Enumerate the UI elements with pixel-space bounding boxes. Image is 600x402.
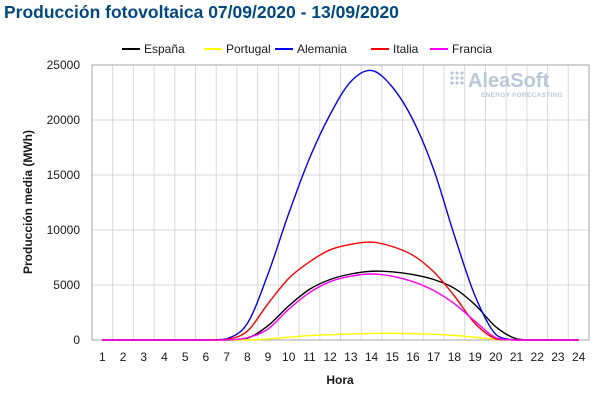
y-tick-label: 25000 — [47, 58, 81, 72]
x-tick-label: 19 — [468, 350, 482, 364]
chart-grid — [92, 64, 589, 340]
x-tick-label: 3 — [140, 350, 147, 364]
x-tick-label: 15 — [386, 350, 400, 364]
x-tick-label: 14 — [365, 350, 379, 364]
x-tick-label: 11 — [303, 350, 316, 364]
x-tick-label: 5 — [182, 350, 189, 364]
x-tick-label: 6 — [203, 350, 210, 364]
x-tick-label: 10 — [282, 350, 296, 364]
legend: España Portugal Alemania Italia Francia — [122, 42, 492, 56]
x-tick-label: 24 — [572, 350, 586, 364]
x-tick-label: 1 — [99, 350, 106, 364]
x-tick-label: 9 — [265, 350, 272, 364]
legend-label-portugal: Portugal — [226, 42, 271, 56]
aleasoft-logo: AleaSoft ENERGY FORECASTING — [450, 70, 563, 99]
x-tick-label: 21 — [510, 350, 524, 364]
x-tick-label: 17 — [427, 350, 441, 364]
y-tick-label: 5000 — [53, 278, 80, 292]
legend-label-francia: Francia — [452, 42, 492, 56]
x-tick-label: 13 — [344, 350, 358, 364]
chart-title: Producción fotovoltaica 07/09/2020 - 13/… — [4, 2, 399, 22]
y-axis-title: Producción media (MWh) — [21, 130, 35, 274]
x-tick-label: 7 — [223, 350, 230, 364]
legend-label-italia: Italia — [393, 42, 419, 56]
x-tick-label: 18 — [448, 350, 462, 364]
y-tick-label: 20000 — [47, 113, 81, 127]
x-axis-ticks: 1 2 3 4 5 6 7 8 9 10 11 12 13 14 15 16 17 18 19 20 21 22 23 24 — [99, 350, 586, 364]
x-axis-title: Hora — [326, 373, 354, 387]
legend-label-alemania: Alemania — [297, 42, 347, 56]
x-tick-label: 4 — [161, 350, 168, 364]
y-tick-label: 15000 — [47, 168, 81, 182]
x-tick-label: 2 — [120, 350, 127, 364]
x-tick-label: 8 — [244, 350, 251, 364]
y-axis-ticks: 0 5000 10000 15000 20000 25000 — [47, 58, 81, 347]
y-tick-label: 0 — [73, 333, 80, 347]
legend-label-espana: España — [144, 42, 185, 56]
x-tick-label: 22 — [531, 350, 545, 364]
series-lines — [102, 69, 579, 341]
logo-name: AleaSoft — [468, 70, 549, 92]
logo-tagline: ENERGY FORECASTING — [481, 92, 563, 99]
y-tick-label: 10000 — [47, 223, 81, 237]
x-tick-label: 23 — [551, 350, 565, 364]
x-tick-label: 20 — [489, 350, 503, 364]
plot-area-border — [91, 64, 590, 341]
x-tick-label: 16 — [406, 350, 420, 364]
x-tick-label: 12 — [323, 350, 337, 364]
aleasoft-logo-icon — [450, 71, 464, 85]
series-line-francia — [102, 273, 579, 341]
